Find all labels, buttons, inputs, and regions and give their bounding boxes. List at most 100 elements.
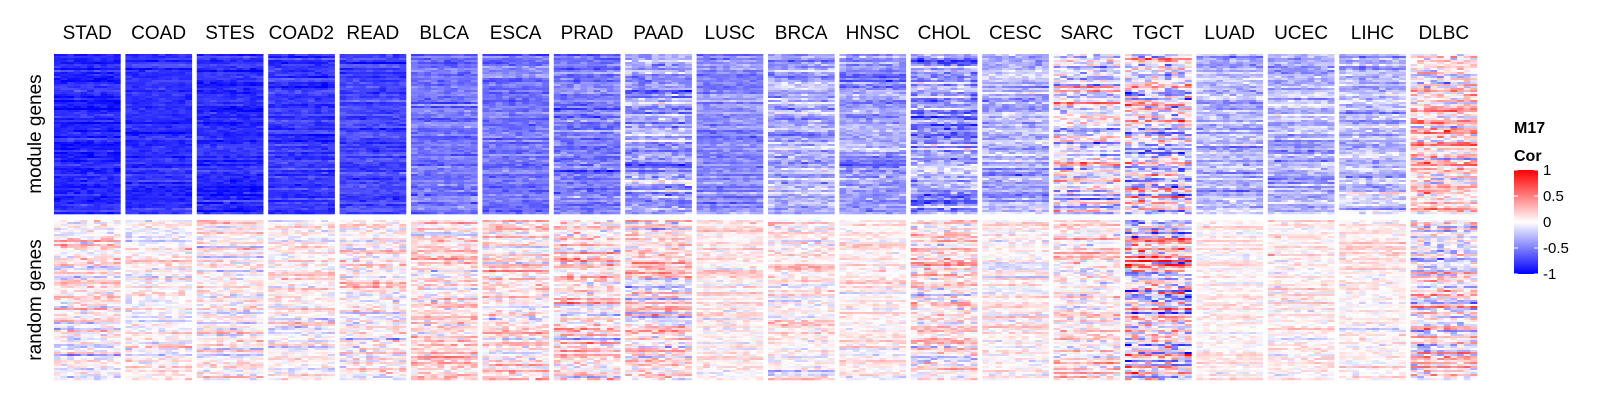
heatmap-cell: [94, 228, 101, 230]
heatmap-cell: [100, 230, 107, 232]
heatmap-cell: [132, 102, 139, 104]
heatmap-cell: [61, 356, 68, 358]
heatmap-cell: [185, 196, 192, 198]
heatmap-cell: [87, 88, 94, 90]
heatmap-cell: [61, 262, 68, 264]
heatmap-cell: [268, 86, 275, 88]
heatmap-cell: [159, 198, 166, 200]
heatmap-cell: [257, 226, 264, 228]
heatmap-cell: [74, 74, 81, 76]
heatmap-cell: [172, 72, 179, 74]
heatmap-cell: [321, 68, 328, 70]
heatmap-cell: [203, 176, 210, 178]
heatmap-cell: [185, 156, 192, 158]
heatmap-cell: [114, 230, 121, 232]
heatmap-cell: [172, 54, 179, 56]
heatmap-cell: [114, 206, 121, 208]
heatmap-cell: [139, 244, 146, 246]
heatmap-cell: [217, 260, 224, 262]
heatmap-cell: [172, 234, 179, 236]
heatmap-cell: [67, 292, 74, 294]
heatmap-cell: [210, 160, 217, 162]
heatmap-cell: [67, 250, 74, 252]
heatmap-cell: [132, 118, 139, 120]
heatmap-cell: [230, 140, 237, 142]
heatmap-cell: [185, 66, 192, 68]
heatmap-cell: [54, 86, 61, 88]
heatmap-cell: [125, 94, 132, 96]
heatmap-cell: [230, 164, 237, 166]
heatmap-cell: [132, 198, 139, 200]
heatmap-cell: [152, 302, 159, 304]
heatmap-cell: [139, 332, 146, 334]
heatmap-cell: [132, 298, 139, 300]
heatmap-cell: [139, 76, 146, 78]
heatmap-cell: [243, 222, 250, 224]
heatmap-cell: [217, 298, 224, 300]
heatmap-cell: [172, 102, 179, 104]
heatmap-cell: [165, 224, 172, 226]
heatmap-cell: [217, 130, 224, 132]
heatmap-cell: [54, 60, 61, 62]
heatmap-cell: [74, 334, 81, 336]
heatmap-cell: [223, 108, 230, 110]
heatmap-cell: [132, 144, 139, 146]
heatmap-cell: [54, 198, 61, 200]
heatmap-cell: [257, 202, 264, 204]
heatmap-cell: [67, 142, 74, 144]
heatmap-cell: [132, 60, 139, 62]
heatmap-cell: [217, 158, 224, 160]
heatmap-cell: [185, 162, 192, 164]
heatmap-cell: [152, 364, 159, 366]
heatmap-cell: [100, 134, 107, 136]
heatmap-cell: [217, 324, 224, 326]
heatmap-cell: [54, 70, 61, 72]
heatmap-cell: [172, 182, 179, 184]
heatmap-cell: [237, 54, 244, 56]
heatmap-cell: [139, 376, 146, 378]
heatmap-cell: [230, 62, 237, 64]
heatmap-cell: [67, 104, 74, 106]
heatmap-cell: [139, 66, 146, 68]
heatmap-cell: [217, 278, 224, 280]
heatmap-cell: [132, 352, 139, 354]
heatmap-cell: [257, 194, 264, 196]
heatmap-cell: [165, 374, 172, 376]
heatmap-cell: [107, 124, 114, 126]
heatmap-cell: [250, 128, 257, 130]
heatmap-cell: [81, 186, 88, 188]
heatmap-cell: [223, 354, 230, 356]
heatmap-cell: [230, 358, 237, 360]
heatmap-cell: [203, 372, 210, 374]
heatmap-cell: [152, 68, 159, 70]
heatmap-cell: [145, 158, 152, 160]
heatmap-cell: [54, 76, 61, 78]
heatmap-cell: [145, 76, 152, 78]
heatmap-cell: [87, 362, 94, 364]
heatmap-cell: [165, 112, 172, 114]
heatmap-cell: [165, 284, 172, 286]
heatmap-cell: [275, 54, 282, 56]
heatmap-cell: [94, 156, 101, 158]
heatmap-cell: [243, 236, 250, 238]
heatmap-cell: [74, 72, 81, 74]
heatmap-cell: [61, 286, 68, 288]
heatmap-cell: [243, 132, 250, 134]
heatmap-cell: [243, 280, 250, 282]
heatmap-cell: [125, 230, 132, 232]
heatmap-cell: [132, 154, 139, 156]
heatmap-cell: [114, 126, 121, 128]
heatmap-cell: [257, 56, 264, 58]
heatmap-cell: [61, 330, 68, 332]
heatmap-cell: [139, 142, 146, 144]
heatmap-cell: [54, 104, 61, 106]
heatmap-cell: [132, 304, 139, 306]
heatmap-cell: [185, 228, 192, 230]
heatmap-cell: [107, 102, 114, 104]
heatmap-cell: [132, 120, 139, 122]
heatmap-cell: [223, 276, 230, 278]
heatmap-cell: [179, 140, 186, 142]
heatmap-cell: [315, 82, 322, 84]
heatmap-cell: [87, 190, 94, 192]
heatmap-cell: [257, 230, 264, 232]
